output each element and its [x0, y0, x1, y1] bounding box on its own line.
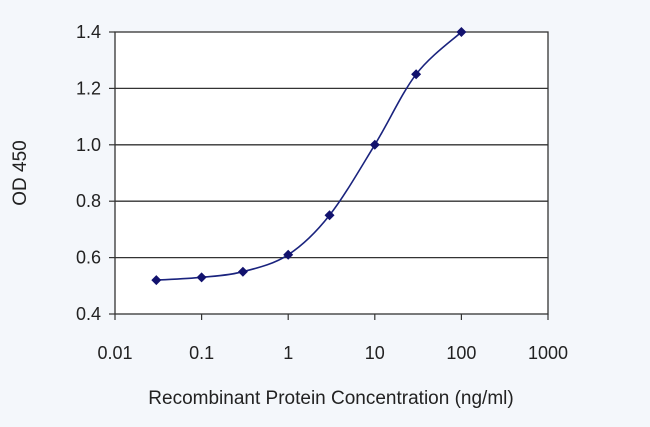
- tick-labels: 0.4 0.6 0.8 1.0 1.2 1.4 0.01 0.1 1 10 100 1000: [76, 22, 568, 363]
- x-tick-label: 1000: [528, 343, 568, 363]
- data-point: [456, 27, 467, 37]
- data-point: [324, 210, 335, 221]
- data-point: [196, 272, 207, 283]
- y-tick-label: 0.4: [76, 304, 101, 324]
- plot-area-background: [115, 32, 548, 314]
- y-tick-label: 1.2: [76, 78, 101, 98]
- x-tick-label: 0.1: [189, 343, 214, 363]
- grid-lines: [115, 87, 548, 259]
- y-tick-label: 0.8: [76, 191, 101, 211]
- data-point: [369, 139, 380, 150]
- axes: [109, 31, 549, 320]
- x-tick-label: 100: [446, 343, 476, 363]
- y-tick-label: 0.6: [76, 248, 101, 268]
- y-axis-title: OD 450: [10, 140, 31, 205]
- x-tick-label: 10: [365, 343, 385, 363]
- data-point: [283, 249, 294, 260]
- series-group: [151, 27, 467, 286]
- data-point: [237, 266, 248, 277]
- plot-frame: [114, 31, 549, 315]
- data-point: [151, 275, 162, 286]
- series-line: [156, 31, 462, 281]
- x-axis-title: Recombinant Protein Concentration (ng/ml…: [148, 388, 513, 409]
- data-point: [411, 69, 422, 80]
- x-tick-label: 0.01: [97, 343, 132, 363]
- x-tick-label: 1: [283, 343, 293, 363]
- y-tick-label: 1.0: [76, 135, 101, 155]
- y-tick-label: 1.4: [76, 22, 101, 42]
